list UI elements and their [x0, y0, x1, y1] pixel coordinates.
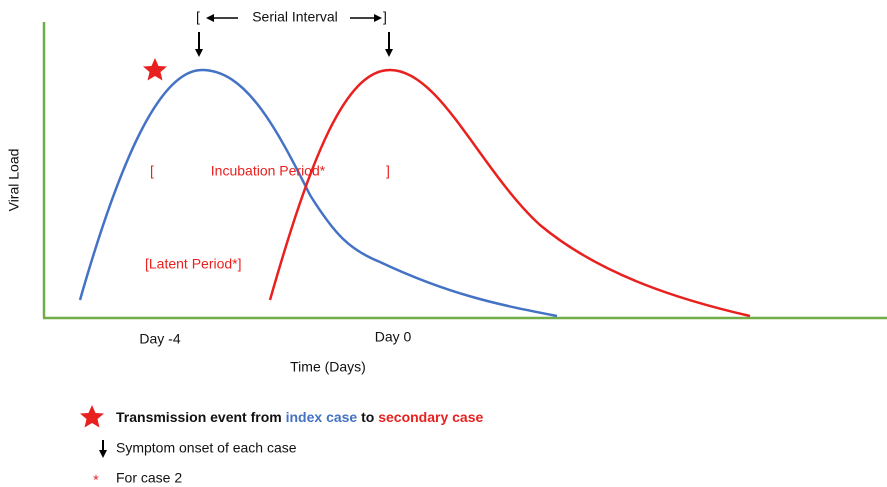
legend-footnote: For case 2 [116, 470, 182, 486]
x-tick-label: Day -4 [139, 331, 180, 347]
y-axis-label: Viral Load [6, 149, 22, 212]
legend-symptom-onset: Symptom onset of each case [116, 440, 297, 456]
serial-interval-label: Serial Interval [252, 9, 338, 25]
bracket: ] [383, 9, 387, 25]
x-tick-label: Day 0 [375, 329, 412, 345]
transmission-star [143, 58, 167, 81]
legend-index-case: index case [286, 409, 358, 425]
bracket: [ [196, 9, 200, 25]
legend-star [80, 405, 104, 428]
legend-asterisk: * [93, 472, 99, 487]
legend-transmission: Transmission event from index case to se… [116, 409, 484, 425]
legend-text: Transmission event from [116, 409, 286, 425]
x-axis-label: Time (Days) [290, 359, 366, 375]
secondary-case-curve [268, 68, 751, 318]
bracket: ] [386, 163, 390, 179]
index-case-curve [78, 68, 558, 318]
legend-text: to [357, 409, 378, 425]
latent-period-label: [Latent Period*] [145, 256, 242, 272]
legend-secondary-case: secondary case [378, 409, 483, 425]
bracket: [ [150, 163, 154, 179]
incubation-period-label: Incubation Period* [211, 163, 326, 179]
